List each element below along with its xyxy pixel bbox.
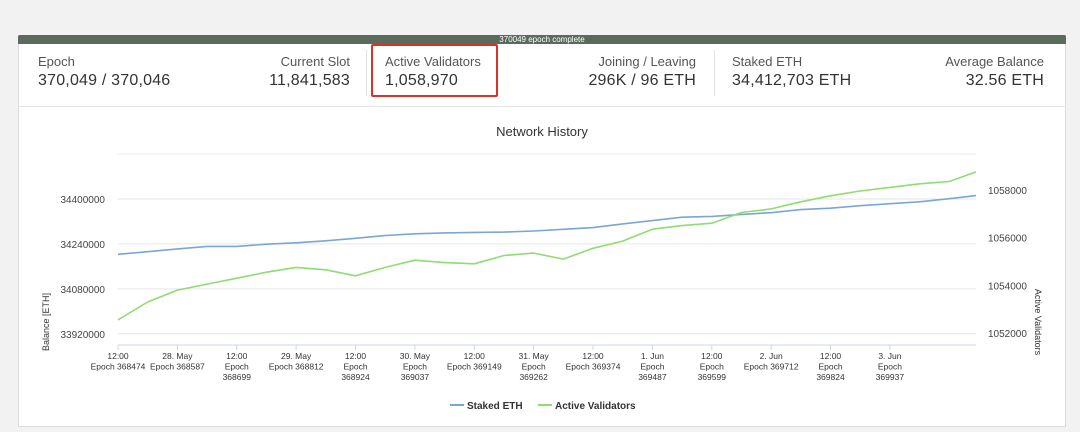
- series-line-active-validators: [117, 171, 977, 321]
- stat-current-slot: Current Slot 11,841,583: [269, 54, 350, 91]
- x-tick-label-line: 12:00: [582, 351, 604, 361]
- x-tick-label-line: 12:00: [701, 351, 723, 361]
- chart-legend: Staked ETH Active Validators: [450, 401, 636, 412]
- series-line-staked-eth: [117, 194, 977, 256]
- x-tick-label-line: 369824: [816, 372, 845, 382]
- legend-label: Active Validators: [555, 401, 636, 412]
- x-tick-label: 12:00 Epoch 369374: [566, 351, 621, 372]
- x-tick-label-line: Epoch: [522, 362, 546, 372]
- x-tick-label: 28. May Epoch 368587: [150, 351, 205, 372]
- x-tick-label-line: Epoch: [343, 362, 367, 372]
- stats-divider: [366, 50, 367, 96]
- x-tick-label-line: Epoch: [878, 362, 902, 372]
- epoch-progress-label: 370049 epoch complete: [499, 35, 585, 44]
- x-tick-label-line: 12:00: [464, 351, 486, 361]
- network-history-chart-container: 33920000 34080000 34240000 34400000 1052000 1…: [18, 107, 1066, 427]
- y2-tick-label: 1056000: [988, 234, 1027, 245]
- x-tick-label-line: 31. May: [519, 351, 550, 361]
- x-tick-label-line: Epoch: [640, 362, 664, 372]
- y-tick-label: 34240000: [61, 240, 106, 251]
- x-tick-label: 3. Jun Epoch 369937: [876, 351, 905, 382]
- network-stats-row: Epoch 370,049 / 370,046 Current Slot 11,…: [18, 44, 1066, 107]
- x-tick-label-line: 3. Jun: [878, 351, 901, 361]
- x-tick-label-line: Epoch: [225, 362, 249, 372]
- chart-grid: [118, 153, 976, 335]
- chart-title: Network History: [496, 124, 588, 139]
- x-tick-label-line: Epoch 368812: [269, 362, 324, 372]
- x-tick-label-line: 29. May: [281, 351, 312, 361]
- stat-epoch-label: Epoch: [38, 54, 75, 69]
- y2-axis-title: Active Validators: [1033, 289, 1043, 356]
- x-tick-label: 12:00 Epoch 368924: [341, 351, 370, 382]
- stat-epoch-value: 370,049 / 370,046: [38, 72, 171, 89]
- x-tick-label: 30. May Epoch 369037: [400, 351, 431, 382]
- x-tick-label: 12:00 Epoch 369149: [447, 351, 502, 372]
- stat-joining-leaving: Joining / Leaving 296K / 96 ETH: [588, 54, 696, 91]
- y-tick-label: 34400000: [61, 195, 106, 206]
- stat-average-balance-value: 32.56 ETH: [965, 72, 1044, 89]
- active-validators-highlight: [371, 44, 498, 97]
- x-tick-label: 12:00 Epoch 368474: [91, 351, 146, 372]
- stat-active-validators-value: 1,058,970: [385, 72, 458, 89]
- x-tick-label-line: Epoch: [700, 362, 724, 372]
- y-tick-label: 34080000: [61, 285, 106, 296]
- x-tick-label: 12:00 Epoch 369599: [698, 351, 727, 382]
- x-tick-label-line: 12:00: [107, 351, 129, 361]
- x-tick-label-line: Epoch 369374: [566, 362, 621, 372]
- y-tick-label: 33920000: [61, 330, 106, 341]
- x-tick-label-line: Epoch 369712: [744, 362, 799, 372]
- x-tick-label-line: Epoch: [403, 362, 427, 372]
- legend-item-active-validators[interactable]: Active Validators: [538, 401, 636, 412]
- x-tick-label-line: 368924: [341, 372, 370, 382]
- network-history-chart: 33920000 34080000 34240000 34400000 1052000 1…: [41, 124, 1043, 412]
- stat-active-validators-label: Active Validators: [385, 54, 481, 69]
- x-tick-label-line: 368699: [223, 372, 252, 382]
- x-tick-label-line: 369937: [876, 372, 905, 382]
- x-tick-label-line: 369262: [519, 372, 548, 382]
- x-tick-label: 1. Jun Epoch 369487: [638, 351, 667, 382]
- x-tick-label-line: 369599: [698, 372, 727, 382]
- chart-axes: 33920000 34080000 34240000 34400000 1052000 1…: [61, 186, 1028, 382]
- epoch-progress-bar: 370049 epoch complete: [18, 35, 1066, 44]
- stat-average-balance: Average Balance 32.56 ETH: [945, 54, 1044, 91]
- legend-item-staked-eth[interactable]: Staked ETH: [450, 401, 523, 412]
- x-tick-label-line: 1. Jun: [641, 351, 664, 361]
- y2-tick-label: 1054000: [988, 281, 1027, 292]
- stat-epoch: Epoch 370,049 / 370,046: [38, 54, 170, 91]
- x-tick-label-line: Epoch: [818, 362, 842, 372]
- stat-current-slot-value: 11,841,583: [269, 72, 350, 89]
- x-tick-label-line: 2. Jun: [760, 351, 783, 361]
- x-tick-label-line: Epoch 368474: [91, 362, 146, 372]
- stat-joining-leaving-label: Joining / Leaving: [598, 54, 696, 69]
- legend-label: Staked ETH: [467, 401, 523, 412]
- x-tick-label-line: 28. May: [162, 351, 193, 361]
- x-tick-label-line: 369487: [638, 372, 667, 382]
- stats-divider: [714, 50, 715, 96]
- x-tick-label: 12:00 Epoch 369824: [816, 351, 845, 382]
- x-tick-label: 12:00 Epoch 368699: [223, 351, 252, 382]
- stat-staked-eth: Staked ETH 34,412,703 ETH: [732, 54, 851, 91]
- x-tick-label: 2. Jun Epoch 369712: [744, 351, 799, 372]
- stat-current-slot-label: Current Slot: [280, 54, 350, 69]
- x-tick-label: 29. May Epoch 368812: [269, 351, 324, 372]
- stat-active-validators: Active Validators 1,058,970: [385, 54, 481, 91]
- stat-joining-leaving-value: 296K / 96 ETH: [588, 72, 696, 89]
- y2-tick-label: 1058000: [988, 186, 1027, 197]
- x-tick-label-line: 12:00: [345, 351, 367, 361]
- chart-series: [117, 171, 977, 321]
- x-tick-label-line: 12:00: [226, 351, 248, 361]
- x-tick-label-line: 12:00: [820, 351, 842, 361]
- y2-tick-label: 1052000: [988, 329, 1027, 340]
- x-tick-label-line: Epoch 369149: [447, 362, 502, 372]
- x-tick-label: 31. May Epoch 369262: [519, 351, 550, 382]
- x-tick-label-line: 30. May: [400, 351, 431, 361]
- x-tick-label-line: Epoch 368587: [150, 362, 205, 372]
- x-tick-label-line: 369037: [401, 372, 430, 382]
- stat-average-balance-label: Average Balance: [945, 54, 1044, 69]
- stat-staked-eth-value: 34,412,703 ETH: [732, 72, 852, 89]
- y-axis-title: Balance [ETH]: [41, 293, 51, 351]
- stat-staked-eth-label: Staked ETH: [732, 54, 803, 69]
